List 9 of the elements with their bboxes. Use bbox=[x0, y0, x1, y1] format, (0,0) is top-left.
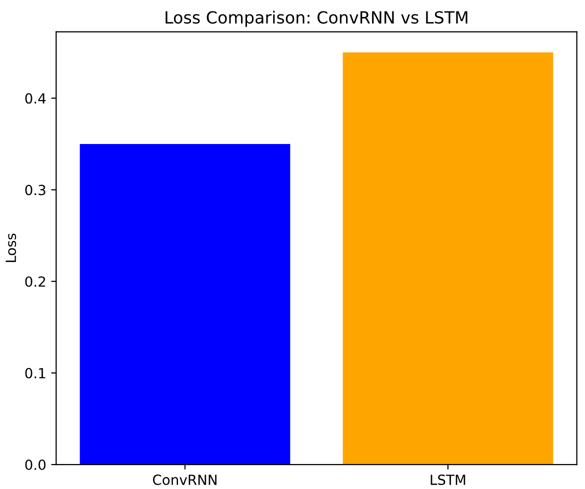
y-tick-label: 0.1 bbox=[25, 368, 46, 378]
x-tick-label: LSTM bbox=[430, 474, 466, 486]
chart-title: Loss Comparison: ConvRNN vs LSTM bbox=[166, 10, 468, 27]
y-tick-label: 0.4 bbox=[25, 93, 46, 104]
y-axis-title: Loss bbox=[6, 234, 16, 262]
y-tick-label: 0.2 bbox=[25, 276, 46, 287]
y-tick-label: 0.0 bbox=[25, 460, 46, 470]
x-tick-label: ConvRNN bbox=[152, 474, 216, 486]
y-tick-label: 0.3 bbox=[25, 184, 46, 196]
